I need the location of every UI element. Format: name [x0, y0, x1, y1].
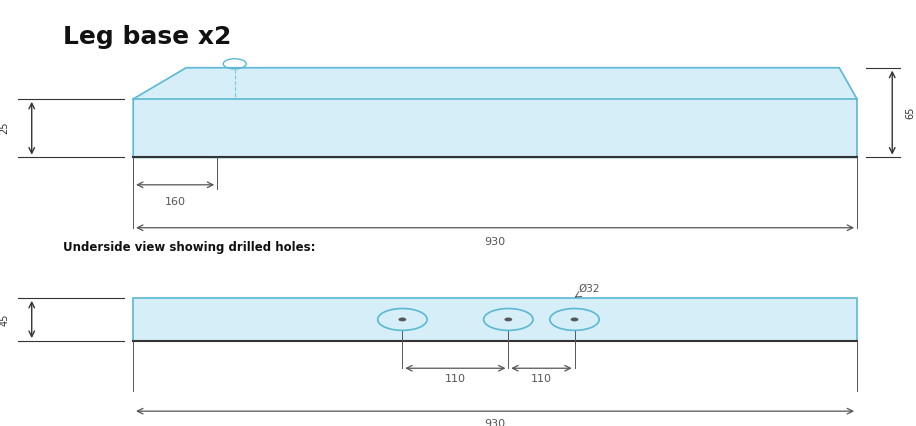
- Circle shape: [398, 318, 406, 321]
- Text: 110: 110: [445, 374, 466, 384]
- Circle shape: [505, 318, 512, 321]
- Circle shape: [571, 318, 578, 321]
- Text: 45: 45: [0, 313, 10, 325]
- Text: Ø32: Ø32: [579, 284, 600, 294]
- Text: 25: 25: [0, 122, 10, 135]
- Text: 110: 110: [531, 374, 552, 384]
- Polygon shape: [133, 68, 857, 158]
- Text: 930: 930: [485, 419, 506, 426]
- FancyBboxPatch shape: [133, 298, 857, 341]
- Text: 65: 65: [906, 106, 915, 119]
- Text: 160: 160: [165, 196, 186, 207]
- Text: 930: 930: [485, 238, 506, 248]
- Text: Underside view showing drilled holes:: Underside view showing drilled holes:: [62, 242, 315, 254]
- Text: Leg base x2: Leg base x2: [62, 25, 231, 49]
